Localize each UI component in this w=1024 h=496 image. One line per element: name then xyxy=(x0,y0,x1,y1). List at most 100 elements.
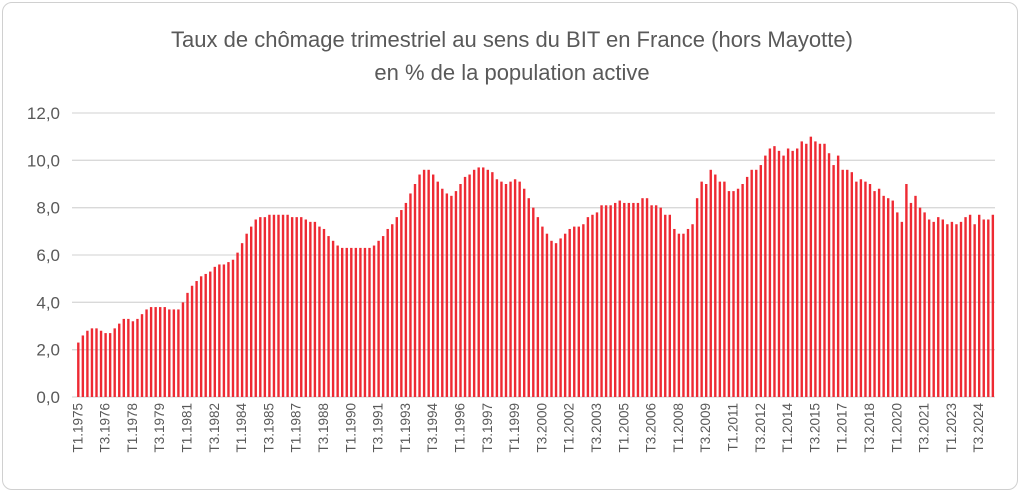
bar xyxy=(532,207,535,397)
bar xyxy=(486,169,489,397)
x-tick-label: T1.1999 xyxy=(507,403,522,453)
bar xyxy=(591,214,594,397)
y-tick-label: 4,0 xyxy=(36,293,60,312)
bar xyxy=(222,264,226,397)
bar xyxy=(627,202,631,397)
bar xyxy=(477,167,480,397)
bar xyxy=(732,191,735,397)
bar xyxy=(104,333,107,397)
bar xyxy=(436,181,439,397)
bar xyxy=(286,214,289,397)
bar xyxy=(991,214,995,397)
bar xyxy=(918,207,922,397)
bar xyxy=(172,309,176,397)
bar xyxy=(413,184,417,397)
x-tick-label: T3.1982 xyxy=(207,403,222,453)
x-tick-label: T1.1990 xyxy=(343,403,358,453)
bar xyxy=(955,224,958,397)
bar xyxy=(304,219,307,397)
bar xyxy=(882,195,885,397)
bar xyxy=(855,181,858,397)
x-tick-label: T3.2015 xyxy=(807,403,822,453)
bar xyxy=(127,318,130,397)
bar xyxy=(568,228,571,397)
bar xyxy=(336,245,339,397)
bar xyxy=(595,212,599,397)
bar xyxy=(300,217,303,397)
bar xyxy=(354,247,358,397)
bar xyxy=(727,191,731,397)
x-tick-label: T1.1993 xyxy=(398,403,413,453)
x-tick-label: T1.1987 xyxy=(289,403,304,453)
x-tick-label: T1.2014 xyxy=(780,403,795,453)
bar xyxy=(272,214,276,397)
bar xyxy=(159,307,162,397)
bar xyxy=(168,309,171,397)
bar xyxy=(368,247,371,397)
bar xyxy=(818,143,822,397)
bar xyxy=(846,169,849,397)
bar xyxy=(418,174,421,397)
bar xyxy=(791,150,794,397)
bar xyxy=(281,214,285,397)
bar xyxy=(163,307,166,397)
bar xyxy=(677,233,681,397)
bar xyxy=(441,188,444,397)
bar xyxy=(500,181,503,397)
bar xyxy=(309,221,312,397)
x-tick-label: T3.1994 xyxy=(425,403,440,453)
x-tick-label: T3.1997 xyxy=(480,403,495,453)
bar xyxy=(395,217,398,397)
bar xyxy=(782,155,785,397)
bar xyxy=(978,214,981,397)
bar xyxy=(495,179,499,397)
bar xyxy=(459,184,462,397)
bar xyxy=(95,328,98,397)
bar xyxy=(850,172,853,397)
bar xyxy=(614,202,617,397)
bar xyxy=(81,335,85,397)
bar xyxy=(645,198,649,397)
x-tick-label: T3.2024 xyxy=(971,403,986,453)
bar xyxy=(941,219,944,397)
y-tick-label: 8,0 xyxy=(36,199,60,218)
chart-title: Taux de chômage trimestriel au sens du B… xyxy=(171,27,853,52)
bar xyxy=(527,198,530,397)
bar xyxy=(350,247,353,397)
bar xyxy=(400,210,403,397)
bar xyxy=(686,228,690,397)
bar xyxy=(432,174,435,397)
bar xyxy=(331,240,335,397)
bar xyxy=(295,217,298,397)
bar xyxy=(896,212,899,397)
y-tick-label: 12,0 xyxy=(27,104,60,123)
bar xyxy=(504,184,508,397)
bar xyxy=(695,198,699,397)
bar xyxy=(131,321,135,397)
x-tick-label: T1.1996 xyxy=(453,403,468,453)
bar xyxy=(199,276,203,397)
bar xyxy=(409,193,412,397)
bar xyxy=(937,217,940,397)
x-tick-label: T1.1978 xyxy=(125,403,140,453)
bar xyxy=(891,200,894,397)
bar xyxy=(650,205,653,397)
y-tick-label: 6,0 xyxy=(36,246,60,265)
bar xyxy=(745,176,749,397)
bar xyxy=(632,202,635,397)
bar xyxy=(391,224,394,397)
bar xyxy=(673,228,676,397)
bar xyxy=(268,214,271,397)
bar xyxy=(659,207,662,397)
bar xyxy=(905,184,908,397)
bar xyxy=(322,228,326,397)
x-tick-label: T3.2000 xyxy=(534,403,549,453)
bar xyxy=(600,205,603,397)
bar xyxy=(209,271,212,397)
y-axis-ticks: 0,0 2,0 4,0 6,0 8,0 10,0 12,0 xyxy=(27,104,60,407)
bar xyxy=(623,202,626,397)
x-tick-label: T3.1979 xyxy=(152,403,167,453)
x-tick-label: T3.2006 xyxy=(644,403,659,453)
bar xyxy=(177,309,180,397)
bar xyxy=(736,188,740,397)
